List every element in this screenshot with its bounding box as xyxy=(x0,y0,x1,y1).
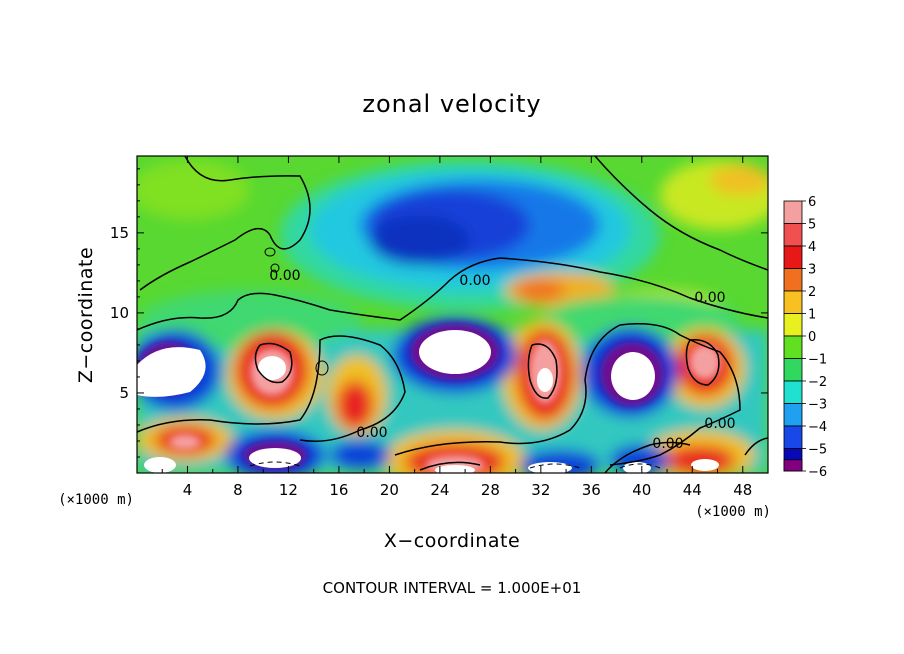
contour-label: 0.00 xyxy=(652,436,683,452)
x-tick-label: 48 xyxy=(733,481,752,499)
y-axis-title: Z−coordinate xyxy=(75,247,97,383)
contour-label: 0.00 xyxy=(356,425,387,441)
plot-frame xyxy=(136,155,769,474)
x-axis-title: X−coordinate xyxy=(384,530,520,552)
x-tick-label: 32 xyxy=(531,481,550,499)
colorbar-tick-label: 4 xyxy=(808,240,816,255)
x-unit-label-left: (×1000 m) xyxy=(58,492,134,508)
colorbar: 6 5 4 3 2 1 0 −1 −2 −3 −4 −5 −6 xyxy=(783,195,827,480)
x-tick-label: 12 xyxy=(279,481,298,499)
colorbar-tick-label: −3 xyxy=(808,398,827,413)
colorbar-swatch xyxy=(783,380,803,404)
colorbar-tick-label: −2 xyxy=(808,375,827,390)
contour-labels: 0.00 0.00 0.00 0.00 0.00 0.00 xyxy=(269,268,735,452)
colorbar-swatch xyxy=(783,425,803,449)
y-tick-label: 10 xyxy=(110,304,129,322)
colorbar-tick-label: 3 xyxy=(808,263,816,278)
contour-label: 0.00 xyxy=(704,416,735,432)
y-tick-label: 5 xyxy=(119,384,129,402)
x-tick-label: 20 xyxy=(380,481,399,499)
colorbar-tick-label: 2 xyxy=(808,285,816,300)
zero-contours xyxy=(137,156,768,473)
colorbar-swatch xyxy=(783,245,803,269)
colorbar-swatch-min xyxy=(783,459,803,472)
x-tick-label: 8 xyxy=(233,481,243,499)
contour-interval-note: CONTOUR INTERVAL = 1.000E+01 xyxy=(323,579,582,597)
velocity-field xyxy=(137,156,768,473)
colorbar-tick-label: −6 xyxy=(808,465,827,480)
x-unit-label-right: (×1000 m) xyxy=(695,504,771,520)
contour-label: 0.00 xyxy=(694,290,725,306)
colorbar-swatch xyxy=(783,335,803,359)
colorbar-tick-label: −4 xyxy=(808,420,827,435)
colorbar-swatch xyxy=(783,200,803,224)
colorbar-tick-label: 5 xyxy=(808,218,816,233)
x-tick-label: 28 xyxy=(481,481,500,499)
colorbar-tick-label: −5 xyxy=(808,443,827,458)
colorbar-swatch xyxy=(783,223,803,247)
chart-title: zonal velocity xyxy=(362,90,541,118)
y-tick-label: 15 xyxy=(110,224,129,242)
colorbar-swatch xyxy=(783,290,803,314)
x-tick-label: 36 xyxy=(582,481,601,499)
contour-label: 0.00 xyxy=(269,268,300,284)
colorbar-swatch xyxy=(783,358,803,382)
contour-label: 0.00 xyxy=(459,273,490,289)
x-tick-label: 40 xyxy=(632,481,651,499)
x-tick-label: 24 xyxy=(430,481,449,499)
x-tick-label: 16 xyxy=(329,481,348,499)
x-tick-label: 4 xyxy=(183,481,193,499)
colorbar-tick-label: −1 xyxy=(808,353,827,368)
colorbar-swatch xyxy=(783,403,803,427)
colorbar-tick-label: 1 xyxy=(808,308,816,323)
x-tick-label: 44 xyxy=(683,481,702,499)
colorbar-tick-label: 6 xyxy=(808,195,816,210)
colorbar-swatch xyxy=(783,313,803,337)
colorbar-tick-label: 0 xyxy=(808,330,816,345)
colorbar-swatch xyxy=(783,268,803,292)
